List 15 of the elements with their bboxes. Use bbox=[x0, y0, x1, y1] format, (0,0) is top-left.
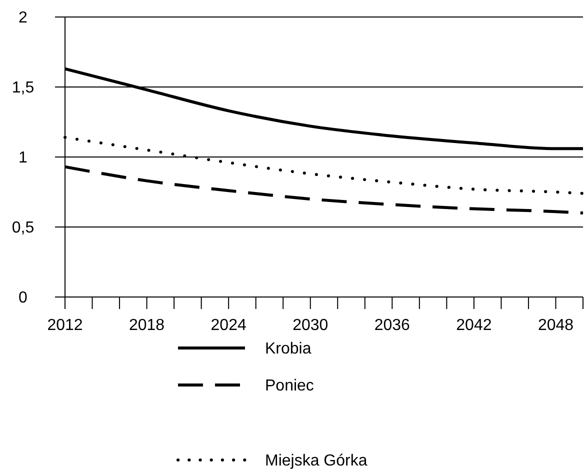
x-tick-label: 2030 bbox=[292, 317, 328, 334]
legend-label: Poniec bbox=[265, 378, 314, 395]
x-tick-label: 2036 bbox=[374, 317, 410, 334]
x-tick-label: 2018 bbox=[128, 317, 165, 334]
x-tick-label: 2024 bbox=[210, 317, 246, 334]
y-tick-label: 0 bbox=[18, 290, 28, 307]
legend-label: Krobia bbox=[265, 340, 312, 358]
legend-label: Miejska Górka bbox=[265, 452, 368, 469]
x-tick-label: 2012 bbox=[47, 317, 83, 334]
y-tick-label: 1,5 bbox=[12, 80, 34, 97]
y-tick-label: 0,5 bbox=[12, 220, 34, 237]
x-tick-label: 2042 bbox=[456, 317, 492, 334]
y-tick-label: 2 bbox=[18, 10, 28, 27]
y-tick-label: 1 bbox=[18, 150, 28, 167]
x-tick-label: 2048 bbox=[538, 317, 574, 334]
